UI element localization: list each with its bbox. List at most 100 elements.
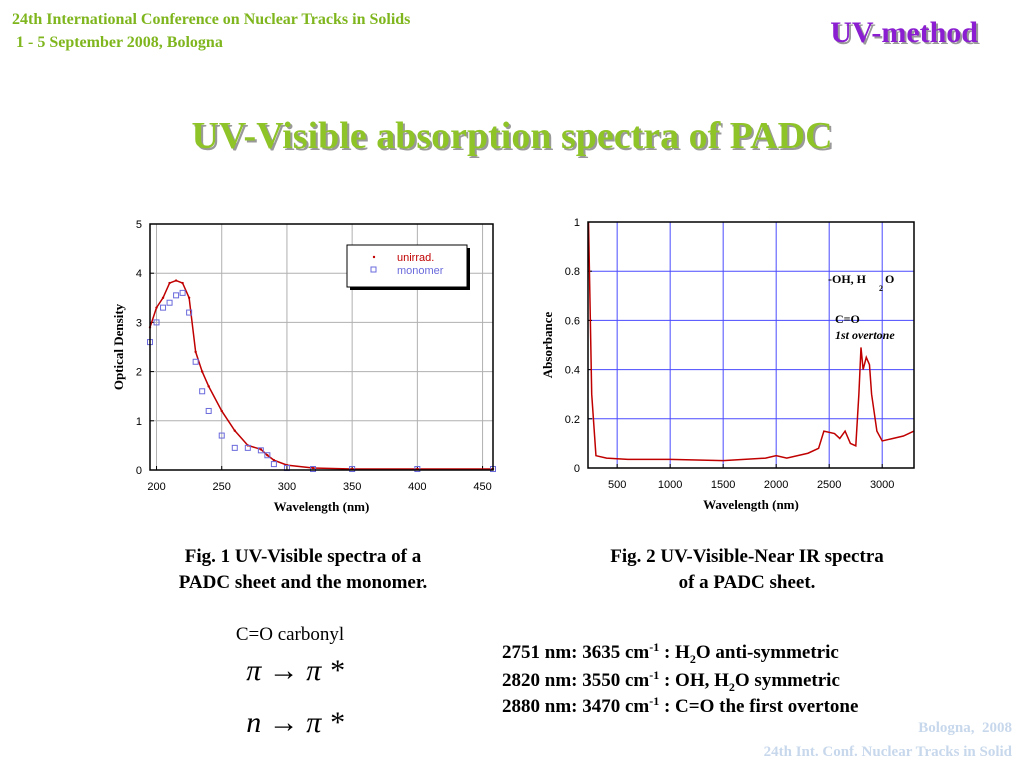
- marker: [205, 407, 212, 414]
- text: : OH, H: [659, 670, 729, 691]
- y-tick-label: 0.2: [565, 414, 580, 426]
- assignment: 2880 nm: 3470 cm-1 : C=O the first overt…: [502, 694, 858, 717]
- marker: [174, 279, 178, 282]
- carbonyl-label: C=O carbonyl: [236, 624, 344, 645]
- assignment: 2820 nm: 3550 cm-1 : OH, H2O symmetric: [502, 668, 840, 694]
- y-tick-label: 0.4: [565, 365, 580, 377]
- marker: [257, 447, 264, 454]
- marker: [166, 299, 173, 306]
- plot-frame: [149, 223, 494, 471]
- plot-frame: [587, 221, 915, 469]
- text: : H: [659, 642, 690, 663]
- sup: -1: [649, 668, 659, 682]
- text: 2820 nm: 3550 cm: [502, 670, 649, 691]
- marker: [220, 409, 223, 413]
- y-axis-label: Optical Density: [111, 303, 126, 390]
- annotation: -OH, H: [828, 272, 867, 286]
- text: 2751 nm: 3635 cm: [502, 642, 649, 663]
- sup: -1: [649, 694, 659, 708]
- footer: 24th Int. Conf. Nuclear Tracks in Solid: [764, 744, 1013, 760]
- caption: Fig. 1 UV-Visible spectra of a: [185, 546, 422, 567]
- conference: 24th International Conference on Nuclear…: [12, 11, 410, 28]
- x-tick-label: 450: [473, 481, 491, 493]
- x-tick-label: 2000: [764, 479, 788, 491]
- y-tick-label: 0: [136, 465, 142, 477]
- legend-label: monomer: [397, 265, 444, 277]
- marker: [231, 444, 238, 451]
- sub: 2: [729, 680, 735, 694]
- annotation: 1st overtone: [835, 328, 895, 342]
- x-axis-label: Wavelength (nm): [703, 497, 799, 512]
- marker: [186, 309, 193, 316]
- marker: [199, 388, 206, 395]
- marker: [272, 458, 276, 462]
- x-tick-label: 1000: [658, 479, 682, 491]
- assignment: 2751 nm: 3635 cm-1 : H2O anti-symmetric: [502, 640, 839, 666]
- x-tick-label: 200: [147, 481, 165, 493]
- marker: [310, 466, 317, 473]
- marker: [264, 452, 271, 459]
- marker: [160, 304, 167, 311]
- marker: [311, 466, 315, 470]
- marker: [179, 289, 186, 296]
- text: O anti-symmetric: [696, 642, 839, 663]
- sup: -1: [649, 640, 659, 654]
- title: UV-Visible absorption spectra of PADC: [191, 115, 832, 157]
- y-tick-label: 0.6: [565, 315, 580, 327]
- x-tick-label: 500: [608, 479, 626, 491]
- x-axis-label: Wavelength (nm): [274, 499, 370, 514]
- marker: [270, 461, 277, 468]
- text: 2880 nm: 3470 cm: [502, 696, 649, 717]
- marker: [153, 319, 160, 326]
- sub: 2: [690, 652, 696, 666]
- marker: [266, 454, 269, 457]
- section: UV-method: [830, 16, 978, 49]
- legend-marker: [372, 255, 376, 259]
- footer: Bologna, 2008: [918, 720, 1012, 736]
- x-tick-label: 400: [408, 481, 426, 493]
- y-tick-label: 0: [574, 463, 580, 475]
- plot-area: [588, 222, 914, 468]
- marker: [233, 429, 236, 432]
- transition: π → π *: [246, 654, 344, 687]
- marker: [168, 281, 171, 285]
- marker: [187, 296, 191, 299]
- y-tick-label: 4: [136, 268, 142, 280]
- marker: [414, 466, 421, 473]
- y-tick-label: 5: [136, 219, 142, 231]
- marker: [218, 432, 225, 439]
- caption: Fig. 2 UV-Visible-Near IR spectra: [610, 546, 884, 567]
- annotation: O: [885, 272, 894, 286]
- y-tick-label: 0.8: [565, 266, 580, 278]
- legend-marker: [370, 266, 377, 273]
- text: : C=O the first overtone: [659, 696, 858, 717]
- text: O symmetric: [735, 670, 840, 691]
- y-tick-label: 2: [136, 367, 142, 379]
- caption: PADC sheet and the monomer.: [179, 572, 428, 593]
- marker: [181, 281, 184, 285]
- marker: [349, 466, 356, 473]
- marker: [173, 292, 180, 299]
- dates: 1 - 5 September 2008, Bologna: [12, 34, 223, 51]
- annotation: 2: [879, 284, 883, 293]
- x-tick-label: 350: [343, 481, 361, 493]
- x-tick-label: 2500: [817, 479, 841, 491]
- marker: [155, 306, 158, 309]
- marker: [194, 350, 197, 354]
- x-tick-label: 1500: [711, 479, 735, 491]
- marker: [259, 448, 263, 451]
- marker: [207, 385, 210, 388]
- caption: of a PADC sheet.: [679, 572, 816, 593]
- legend-label: unirrad.: [397, 252, 434, 264]
- y-tick-label: 1: [574, 217, 580, 229]
- x-tick-label: 300: [278, 481, 296, 493]
- marker: [200, 370, 204, 373]
- y-axis-label: Absorbance: [540, 312, 555, 379]
- y-tick-label: 1: [136, 416, 142, 428]
- marker: [192, 358, 199, 365]
- transition: n → π *: [246, 706, 344, 739]
- series-line: [587, 221, 915, 462]
- x-tick-label: 3000: [870, 479, 894, 491]
- x-tick-label: 250: [213, 481, 231, 493]
